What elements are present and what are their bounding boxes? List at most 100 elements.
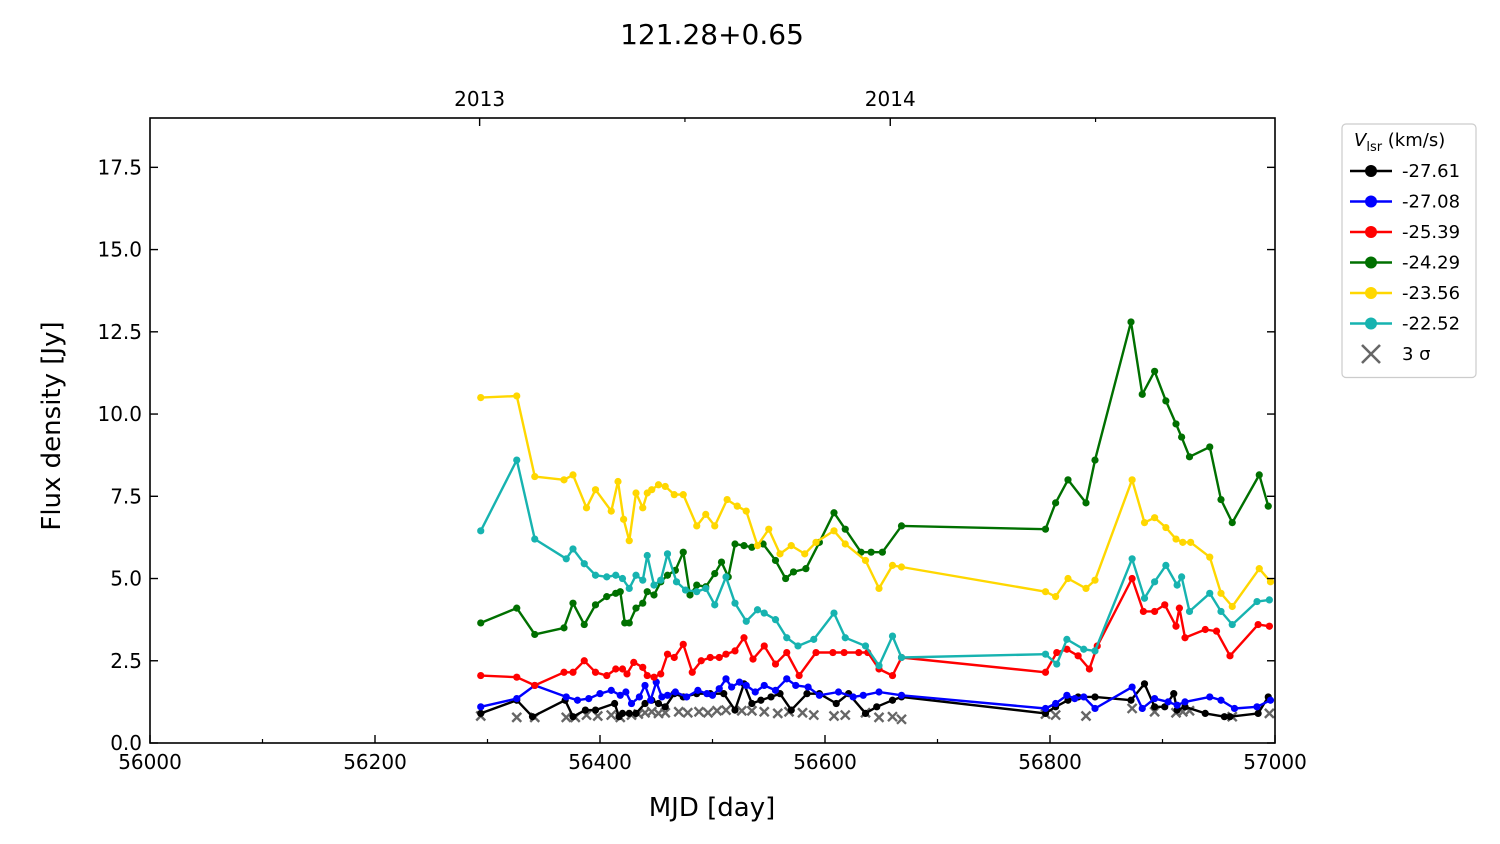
data-point bbox=[679, 640, 687, 648]
data-point bbox=[1206, 443, 1214, 451]
data-point bbox=[630, 658, 638, 667]
sigma-marker bbox=[511, 711, 523, 723]
data-point bbox=[722, 675, 730, 683]
y-tick-label: 7.5 bbox=[110, 484, 142, 508]
sigma-marker-stroke bbox=[639, 707, 651, 719]
data-point bbox=[861, 709, 870, 717]
sigma-marker-stroke bbox=[887, 711, 898, 723]
data-point bbox=[661, 703, 669, 711]
data-point bbox=[711, 569, 719, 578]
sigma-marker-stroke bbox=[693, 706, 705, 718]
data-point bbox=[1085, 665, 1093, 673]
data-point bbox=[1173, 706, 1181, 714]
sigma-marker-stroke bbox=[720, 704, 732, 716]
data-point bbox=[731, 599, 739, 607]
legend-swatch-marker bbox=[1365, 256, 1377, 269]
top-tick-label: 2014 bbox=[865, 87, 916, 111]
sigma-marker-stroke bbox=[581, 709, 592, 721]
data-point bbox=[1162, 561, 1170, 569]
data-point bbox=[603, 671, 611, 680]
legend-entry: -25.39 bbox=[1350, 222, 1460, 243]
data-point bbox=[783, 675, 791, 683]
legend-entry: -23.56 bbox=[1350, 283, 1460, 304]
legend: Vlsr (km/s) -27.61 -27.08 -25.39 -24.29 -23.5… bbox=[1341, 123, 1477, 379]
data-point bbox=[618, 574, 627, 583]
data-point bbox=[757, 696, 765, 704]
legend-box bbox=[1341, 123, 1477, 379]
data-point bbox=[657, 670, 665, 678]
data-point bbox=[1206, 553, 1214, 561]
data-point bbox=[580, 657, 588, 665]
data-point bbox=[855, 648, 863, 657]
data-point bbox=[681, 586, 690, 594]
data-point bbox=[641, 699, 649, 708]
data-point bbox=[693, 581, 701, 589]
data-point bbox=[702, 510, 710, 518]
data-point bbox=[1041, 525, 1050, 533]
data-point bbox=[742, 681, 750, 690]
data-point bbox=[783, 634, 791, 642]
sigma-marker-stroke bbox=[1080, 710, 1092, 722]
data-point bbox=[1253, 597, 1261, 606]
x-tick-label: 56400 bbox=[568, 750, 632, 774]
data-point bbox=[771, 556, 780, 565]
data-point bbox=[1064, 476, 1072, 484]
sigma-marker-stroke bbox=[673, 706, 685, 718]
sigma-marker-stroke bbox=[1050, 709, 1061, 721]
data-point bbox=[612, 665, 620, 673]
data-point bbox=[1201, 709, 1209, 717]
data-point bbox=[1217, 607, 1225, 616]
data-point bbox=[815, 691, 823, 699]
data-point bbox=[888, 696, 897, 704]
legend-swatch-marker bbox=[1365, 226, 1377, 238]
data-point bbox=[1091, 576, 1099, 584]
data-point bbox=[1128, 574, 1136, 583]
data-point bbox=[528, 713, 537, 721]
data-point bbox=[787, 706, 795, 714]
data-point bbox=[657, 576, 665, 584]
data-point bbox=[639, 504, 647, 512]
series-1 bbox=[477, 675, 1275, 713]
data-point bbox=[875, 688, 883, 696]
data-point bbox=[830, 509, 838, 517]
data-point bbox=[513, 673, 521, 681]
data-point bbox=[1128, 683, 1136, 691]
data-point bbox=[1140, 519, 1149, 527]
data-point bbox=[672, 578, 681, 586]
data-point bbox=[789, 568, 798, 576]
sigma-marker bbox=[1264, 708, 1275, 719]
data-point bbox=[1228, 602, 1236, 611]
data-point bbox=[792, 681, 800, 690]
data-point bbox=[693, 522, 701, 530]
data-point bbox=[849, 693, 857, 701]
data-point bbox=[782, 574, 790, 583]
data-point bbox=[1170, 690, 1178, 698]
data-point bbox=[639, 576, 647, 584]
legend-swatch-marker bbox=[1365, 165, 1377, 177]
sigma-marker bbox=[736, 705, 748, 717]
data-point bbox=[1041, 588, 1050, 596]
data-point bbox=[1173, 581, 1181, 589]
data-point bbox=[569, 668, 577, 676]
data-point bbox=[632, 709, 640, 717]
sigma-marker bbox=[711, 705, 723, 717]
data-point bbox=[1140, 680, 1149, 688]
data-point bbox=[1255, 471, 1263, 479]
data-point bbox=[765, 525, 773, 533]
data-point bbox=[812, 648, 820, 657]
data-point bbox=[607, 686, 615, 694]
data-point bbox=[731, 647, 739, 655]
data-point bbox=[585, 694, 593, 703]
data-point bbox=[620, 515, 628, 523]
sigma-marker bbox=[746, 705, 758, 717]
data-point bbox=[740, 634, 748, 642]
plot-area bbox=[150, 118, 1275, 743]
data-point bbox=[622, 688, 630, 696]
data-point bbox=[1041, 650, 1050, 658]
data-point bbox=[1228, 519, 1236, 527]
data-point bbox=[591, 486, 600, 494]
data-point bbox=[841, 525, 849, 533]
data-point bbox=[639, 663, 647, 671]
data-point bbox=[861, 642, 870, 650]
